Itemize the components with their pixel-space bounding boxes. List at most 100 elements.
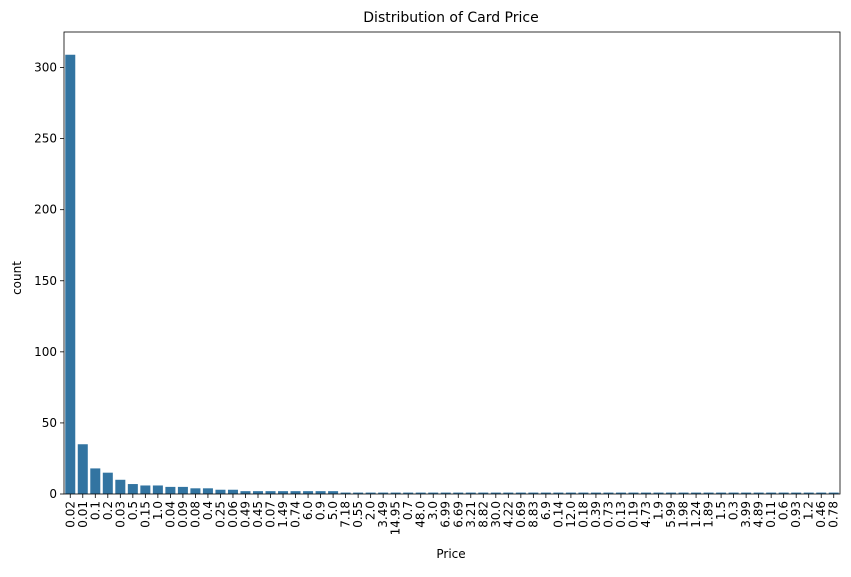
bar [716, 492, 727, 494]
bar [678, 492, 689, 494]
x-tick-label: 1.0 [151, 501, 165, 520]
bars-group [65, 54, 839, 494]
y-tick-label: 250 [34, 132, 57, 146]
bar [378, 492, 389, 494]
x-tick-label: 3.21 [464, 501, 478, 528]
x-tick-label: 3.99 [739, 501, 753, 528]
bar [102, 472, 113, 494]
x-tick-label: 0.03 [113, 501, 127, 528]
bar [415, 492, 426, 494]
bar [565, 492, 576, 494]
bar [791, 492, 802, 494]
y-tick-label: 0 [49, 487, 57, 501]
x-tick-label: 0.73 [601, 501, 615, 528]
chart-title: Distribution of Card Price [363, 10, 538, 26]
bar [390, 492, 401, 494]
x-tick-label: 4.73 [639, 501, 653, 528]
bar [478, 492, 489, 494]
x-tick-label: 0.69 [514, 501, 528, 528]
x-tick-label: 1.89 [702, 501, 716, 528]
bar [828, 492, 839, 494]
x-tick-label: 0.6 [777, 501, 791, 520]
bar [428, 492, 439, 494]
x-tick-label: 0.55 [351, 501, 365, 528]
x-tick-label: 1.5 [714, 501, 728, 520]
bar [77, 444, 88, 494]
bar [365, 492, 376, 494]
x-tick-label: 0.15 [138, 501, 152, 528]
x-tick-label: 0.14 [551, 501, 565, 528]
x-tick-label: 0.25 [213, 501, 227, 528]
x-tick-label: 6.9 [539, 501, 553, 520]
x-axis-label: Price [436, 547, 465, 561]
bar [290, 491, 301, 494]
bar [340, 492, 351, 494]
x-tick-label: 7.18 [339, 501, 353, 528]
bar [152, 485, 163, 494]
y-axis-ticks: 0 50 100 150 200 250 300 [34, 61, 64, 501]
x-tick-label: 0.46 [814, 501, 828, 528]
bar [90, 468, 101, 494]
x-tick-label: 0.19 [626, 501, 640, 528]
x-tick-label: 5.99 [664, 501, 678, 528]
bar [816, 492, 827, 494]
x-tick-label: 0.2 [101, 501, 115, 520]
x-tick-label: 1.9 [652, 501, 666, 520]
x-tick-label: 6.0 [301, 501, 315, 520]
bar [603, 492, 614, 494]
bar [465, 492, 476, 494]
y-tick-label: 200 [34, 203, 57, 217]
x-tick-label: 1.98 [677, 501, 691, 528]
bar [590, 492, 601, 494]
y-tick-label: 50 [42, 416, 57, 430]
y-tick-label: 300 [34, 61, 57, 75]
x-tick-label: 0.18 [576, 501, 590, 528]
x-tick-label: 0.04 [163, 501, 177, 528]
bar [127, 484, 138, 494]
bar [803, 492, 814, 494]
x-tick-label: 0.78 [827, 501, 841, 528]
x-tick-label: 0.9 [314, 501, 328, 520]
x-tick-label: 0.02 [63, 501, 77, 528]
bar [528, 492, 539, 494]
bar [177, 486, 188, 494]
x-tick-label: 3.0 [426, 501, 440, 520]
x-tick-label: 0.49 [238, 501, 252, 528]
bar [315, 491, 326, 494]
bar [741, 492, 752, 494]
bar [503, 492, 514, 494]
x-tick-label: 12.0 [564, 501, 578, 528]
bar [403, 492, 414, 494]
bar [353, 492, 364, 494]
bar [215, 489, 226, 494]
x-axis-ticks: 0.020.010.10.20.030.50.151.00.040.090.08… [63, 494, 841, 535]
x-tick-label: 6.99 [439, 501, 453, 528]
bar [578, 492, 589, 494]
y-tick-label: 100 [34, 345, 57, 359]
x-tick-label: 0.01 [76, 501, 90, 528]
x-tick-label: 1.24 [689, 501, 703, 528]
bar [278, 491, 289, 494]
bar [453, 492, 464, 494]
bar [628, 492, 639, 494]
bar [65, 54, 76, 494]
bar [440, 492, 451, 494]
x-tick-label: 30.0 [489, 501, 503, 528]
bar [227, 489, 238, 494]
bar [753, 492, 764, 494]
bar [252, 491, 264, 494]
x-tick-label: 0.11 [764, 501, 778, 528]
bar [553, 492, 564, 494]
x-tick-label: 8.82 [476, 501, 490, 528]
x-tick-label: 0.13 [614, 501, 628, 528]
bar [666, 492, 677, 494]
x-tick-label: 0.93 [789, 501, 803, 528]
plot-frame [63, 31, 841, 495]
x-tick-label: 5.0 [326, 501, 340, 520]
x-tick-label: 0.5 [126, 501, 140, 520]
x-tick-label: 0.45 [251, 501, 265, 528]
x-tick-label: 0.06 [226, 501, 240, 528]
bar [540, 492, 551, 494]
bar [303, 491, 314, 494]
